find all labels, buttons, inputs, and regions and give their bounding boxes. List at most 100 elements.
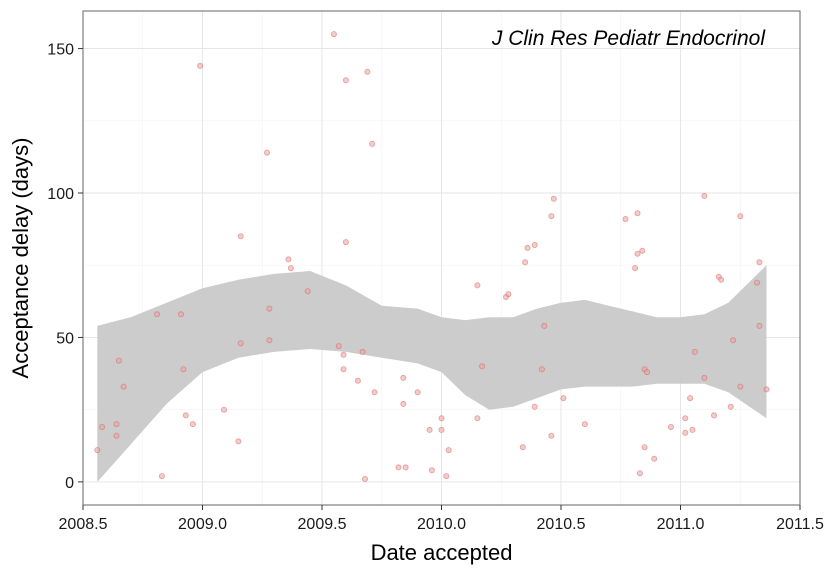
y-tick-label: 100 [47,186,74,203]
data-point [304,288,311,295]
data-points-layer [94,31,770,482]
data-point [763,386,770,393]
data-point [691,348,698,355]
data-point [538,366,545,373]
data-point [541,322,548,329]
data-point [711,412,718,419]
data-point [737,213,744,220]
data-point [474,282,481,289]
x-tick-label: 2009.5 [298,516,347,533]
data-point [667,423,674,430]
data-point [548,213,555,220]
data-point [287,265,294,272]
data-point [414,389,421,396]
data-point [220,406,227,413]
data-point [340,366,347,373]
chart-title: J Clin Res Pediatr Endocrinol [491,27,766,50]
data-point [369,140,376,147]
data-point [550,195,557,202]
data-point [632,265,639,272]
data-point [400,374,407,381]
data-point [428,467,435,474]
data-point [651,455,658,462]
data-point [505,291,512,298]
data-point [644,369,651,376]
data-point [342,239,349,246]
data-point [479,363,486,370]
data-point [154,311,161,318]
data-point [197,62,204,69]
data-point [682,415,689,422]
data-point [581,421,588,428]
data-point [634,250,641,257]
data-point [180,366,187,373]
data-point [364,68,371,75]
data-point [371,389,378,396]
x-axis: 2008.5 2009.0 2009.5 2010.0 2010.5 2011.0 2011… [59,505,824,533]
data-point [687,395,694,402]
data-point [237,233,244,240]
data-point [285,256,292,263]
data-point [115,357,122,364]
x-axis-title: Date accepted [371,540,513,565]
data-point [342,77,349,84]
y-tick-label: 0 [65,475,74,492]
data-point [622,215,629,222]
data-point [548,432,555,439]
y-axis-title: Acceptance delay (days) [8,138,33,379]
data-point [266,337,273,344]
data-point [426,426,433,433]
data-point [701,192,708,199]
data-point [340,351,347,358]
data-point [400,400,407,407]
x-tick-label: 2010.5 [537,516,586,533]
x-tick-label: 2009.0 [178,516,227,533]
data-point [235,438,242,445]
data-point [531,403,538,410]
data-point [361,475,368,482]
data-point [335,343,342,350]
y-tick-label: 150 [47,42,74,59]
data-point [636,470,643,477]
data-point [531,241,538,248]
data-point [94,447,101,454]
data-point [519,444,526,451]
x-tick-label: 2008.5 [59,516,108,533]
data-point [524,244,531,251]
data-point [158,473,165,480]
data-point [639,247,646,254]
data-point [266,305,273,312]
data-point [99,423,106,430]
data-point [445,447,452,454]
x-tick-label: 2011.0 [657,516,705,533]
data-point [438,426,445,433]
data-point [754,279,761,286]
data-point [120,383,127,390]
y-axis: 0 50 100 150 [47,42,83,492]
data-point [330,31,337,38]
data-point [237,340,244,347]
data-point [522,259,529,266]
x-tick-label: 2011.5 [776,516,824,533]
data-point [182,412,189,419]
data-point [113,432,120,439]
data-point [474,415,481,422]
smooth-band-layer [97,265,767,482]
data-point [359,348,366,355]
data-point [727,403,734,410]
data-point [701,374,708,381]
y-tick-label: 50 [56,330,74,347]
data-point [682,429,689,436]
confidence-band [97,265,767,482]
data-point [641,444,648,451]
data-point [402,464,409,471]
data-point [438,415,445,422]
data-point [560,395,567,402]
data-point [189,421,196,428]
data-point [263,149,270,156]
data-point [177,311,184,318]
data-point [756,322,763,329]
data-point [634,210,641,217]
data-point [689,426,696,433]
